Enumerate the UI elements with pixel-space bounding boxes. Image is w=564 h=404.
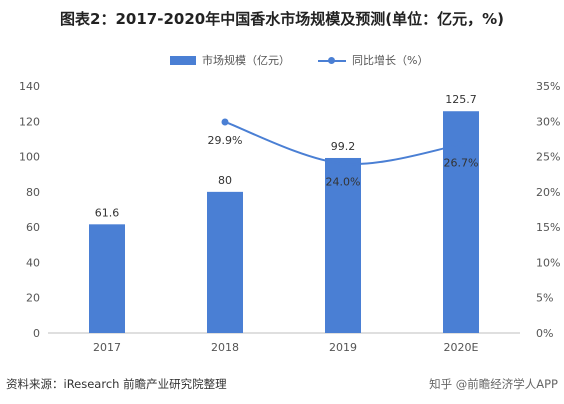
legend: 市场规模（亿元） 同比增长（%）	[170, 52, 456, 68]
left-tick-label: 100	[19, 151, 40, 164]
right-tick-label: 15%	[536, 221, 560, 234]
x-tick-label: 2019	[329, 341, 357, 354]
x-tick-label: 2020E	[444, 341, 479, 354]
right-tick-label: 0%	[536, 327, 553, 340]
bar-value-label: 99.2	[331, 140, 356, 153]
left-tick-label: 120	[19, 115, 40, 128]
growth-value-label: 29.9%	[208, 134, 243, 147]
right-tick-label: 20%	[536, 186, 560, 199]
right-tick-label: 5%	[536, 292, 553, 305]
growth-point	[457, 141, 465, 149]
bar	[89, 224, 125, 333]
legend-line-label: 同比增长（%）	[352, 54, 429, 67]
right-tick-label: 35%	[536, 80, 560, 93]
growth-value-label: 24.0%	[326, 176, 361, 189]
bar	[325, 157, 361, 333]
left-tick-label: 140	[19, 80, 40, 93]
bar-value-label: 61.6	[95, 206, 120, 219]
legend-item-line: 同比增长（%）	[318, 52, 428, 68]
left-tick-label: 60	[26, 221, 40, 234]
growth-point	[221, 118, 229, 126]
left-tick-label: 0	[33, 327, 40, 340]
right-tick-label: 25%	[536, 151, 560, 164]
right-tick-label: 10%	[536, 256, 560, 269]
bar	[207, 191, 243, 333]
left-tick-label: 40	[26, 256, 40, 269]
chart-title: 图表2：2017-2020年中国香水市场规模及预测(单位：亿元，%)	[60, 10, 504, 28]
bar-value-label: 80	[218, 174, 232, 187]
growth-value-label: 26.7%	[444, 157, 479, 170]
legend-item-bar: 市场规模（亿元）	[170, 52, 290, 68]
right-tick-label: 30%	[536, 115, 560, 128]
source-note: 资料来源：iResearch 前瞻产业研究院整理	[6, 377, 227, 391]
left-tick-label: 80	[26, 186, 40, 199]
legend-bar-label: 市场规模（亿元）	[202, 54, 290, 67]
legend-bar-swatch	[170, 55, 196, 65]
x-tick-label: 2018	[211, 341, 239, 354]
credit-watermark: 知乎 @前瞻经济学人APP	[429, 377, 558, 391]
left-tick-label: 20	[26, 292, 40, 305]
legend-line-swatch	[318, 56, 346, 65]
growth-point	[339, 160, 347, 168]
x-tick-label: 2017	[93, 341, 121, 354]
bar-value-label: 125.7	[445, 93, 477, 106]
